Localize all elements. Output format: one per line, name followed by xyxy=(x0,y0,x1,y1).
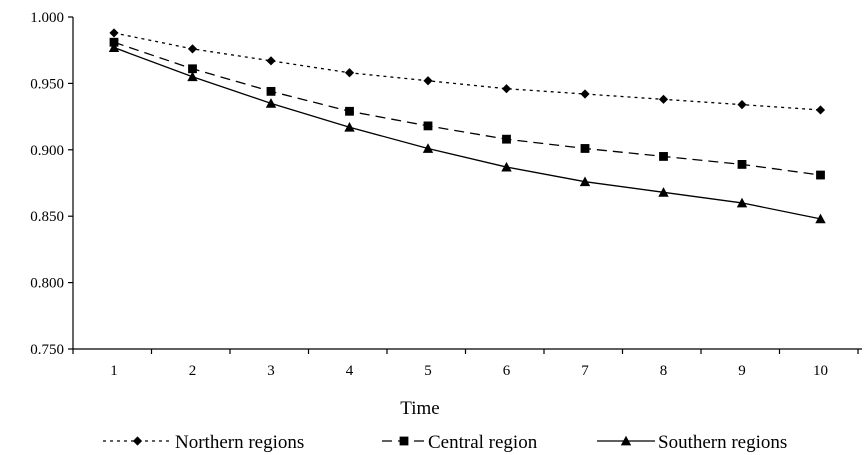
y-tick-label: 0.750 xyxy=(30,342,64,358)
legend-item: Southern regions xyxy=(597,432,787,453)
data-point xyxy=(108,42,120,52)
data-point xyxy=(423,76,433,86)
x-tick-label: 3 xyxy=(267,363,275,379)
legend: Northern regions Central region Southern r… xyxy=(103,432,787,453)
series-layer xyxy=(108,28,826,224)
y-tick-label: 1.000 xyxy=(30,10,64,26)
x-tick-label: 1 xyxy=(110,363,118,379)
data-point xyxy=(501,161,512,172)
y-tick-label: 0.950 xyxy=(30,76,64,92)
data-point xyxy=(187,71,198,82)
y-tick-label: 0.900 xyxy=(30,143,64,159)
x-tick-label: 8 xyxy=(660,363,668,379)
series-line xyxy=(113,32,821,111)
axes xyxy=(72,17,862,350)
x-tick-label: 6 xyxy=(503,363,511,379)
data-point xyxy=(502,134,511,144)
data-point xyxy=(188,64,197,74)
legend-marker xyxy=(620,435,632,446)
series-southern-regions xyxy=(108,42,826,224)
data-point xyxy=(580,144,590,153)
data-point xyxy=(109,37,119,47)
x-tick-label: 7 xyxy=(581,363,589,379)
legend-label: Northern regions xyxy=(175,432,304,453)
y-tick-label: 0.850 xyxy=(30,209,64,225)
x-axis-title: Time xyxy=(400,398,439,419)
data-point xyxy=(266,56,276,66)
x-tick-label: 9 xyxy=(738,363,746,379)
y-tick-label: 0.800 xyxy=(30,276,64,292)
data-point xyxy=(737,100,747,110)
data-point xyxy=(265,98,277,108)
data-point xyxy=(658,187,669,197)
legend-item: Central region xyxy=(382,432,538,453)
data-point xyxy=(266,86,276,96)
data-point xyxy=(658,94,669,104)
x-tick-label: 4 xyxy=(346,363,354,379)
legend-label: Central region xyxy=(428,432,538,453)
data-point xyxy=(187,44,198,54)
series-northern-regions xyxy=(109,28,826,115)
data-point xyxy=(815,105,826,115)
series-line xyxy=(113,46,821,220)
data-point xyxy=(422,143,434,153)
data-point xyxy=(109,28,119,38)
x-tick-label: 10 xyxy=(813,363,828,379)
data-point xyxy=(344,68,355,78)
data-point xyxy=(501,84,512,94)
y-ticks: 0.750 0.800 0.850 0.900 0.950 1.000 xyxy=(30,10,73,358)
data-point xyxy=(580,89,590,99)
data-point xyxy=(659,152,668,161)
data-point xyxy=(345,106,354,116)
data-point xyxy=(736,197,748,208)
data-point xyxy=(815,213,826,224)
legend-label: Southern regions xyxy=(658,432,787,453)
x-tick-label: 2 xyxy=(189,363,197,379)
x-ticks: 1 2 3 4 5 6 7 8 9 10 xyxy=(72,349,859,379)
legend-item: Northern regions xyxy=(103,432,304,453)
series-central-region xyxy=(109,37,825,180)
data-point xyxy=(423,121,433,131)
legend-marker xyxy=(399,436,409,446)
data-point xyxy=(579,176,591,187)
data-point xyxy=(344,122,355,132)
data-point xyxy=(816,170,825,180)
series-line xyxy=(113,41,821,176)
legend-marker xyxy=(132,436,143,446)
x-tick-label: 5 xyxy=(424,363,432,379)
data-point xyxy=(737,160,747,169)
